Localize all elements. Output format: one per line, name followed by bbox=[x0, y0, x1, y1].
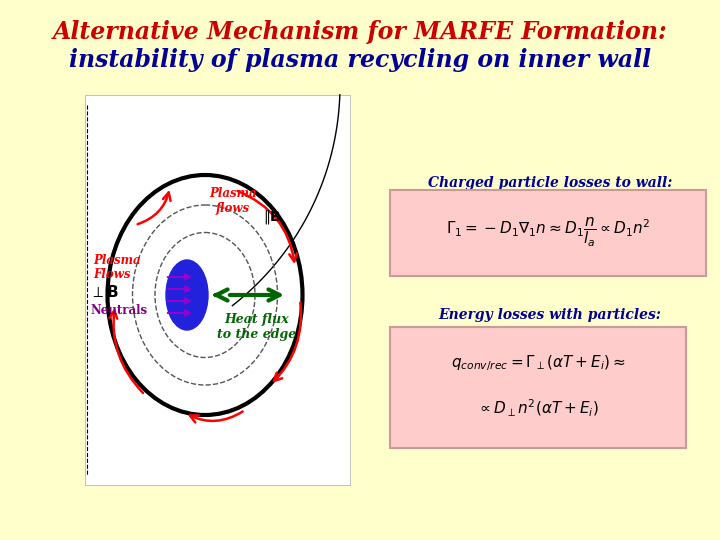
Text: instability of plasma recycling on inner wall: instability of plasma recycling on inner… bbox=[69, 48, 651, 72]
Text: Flows: Flows bbox=[93, 268, 130, 281]
Ellipse shape bbox=[166, 260, 208, 330]
Text: Plasma: Plasma bbox=[93, 253, 140, 267]
FancyBboxPatch shape bbox=[390, 190, 706, 276]
Text: Heat flux
to the edge: Heat flux to the edge bbox=[217, 313, 297, 341]
Text: Charged particle losses to wall:: Charged particle losses to wall: bbox=[428, 176, 672, 190]
Text: Neutrals: Neutrals bbox=[90, 303, 147, 316]
Text: Alternative Mechanism for MARFE Formation:: Alternative Mechanism for MARFE Formatio… bbox=[53, 20, 667, 44]
Text: $\Gamma_1 = -D_1\nabla_1 n \approx D_1\dfrac{n}{l_a} \propto D_1 n^2$: $\Gamma_1 = -D_1\nabla_1 n \approx D_1\d… bbox=[446, 217, 650, 249]
FancyBboxPatch shape bbox=[390, 327, 686, 448]
Text: $\propto D_\perp n^2(\alpha T + E_i)$: $\propto D_\perp n^2(\alpha T + E_i)$ bbox=[477, 397, 599, 418]
Text: $q_{conv/rec} = \Gamma_\perp(\alpha T + E_i) \approx$: $q_{conv/rec} = \Gamma_\perp(\alpha T + … bbox=[451, 353, 625, 373]
Text: Plasma
flows: Plasma flows bbox=[210, 187, 257, 215]
Text: $\|\mathbf{B}$: $\|\mathbf{B}$ bbox=[263, 208, 282, 226]
Bar bbox=[85, 95, 350, 485]
Text: $\perp\mathbf{B}$: $\perp\mathbf{B}$ bbox=[90, 284, 119, 300]
Text: Energy losses with particles:: Energy losses with particles: bbox=[438, 308, 662, 322]
